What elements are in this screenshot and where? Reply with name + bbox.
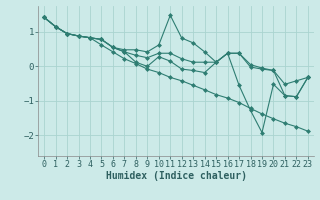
X-axis label: Humidex (Indice chaleur): Humidex (Indice chaleur)	[106, 171, 246, 181]
